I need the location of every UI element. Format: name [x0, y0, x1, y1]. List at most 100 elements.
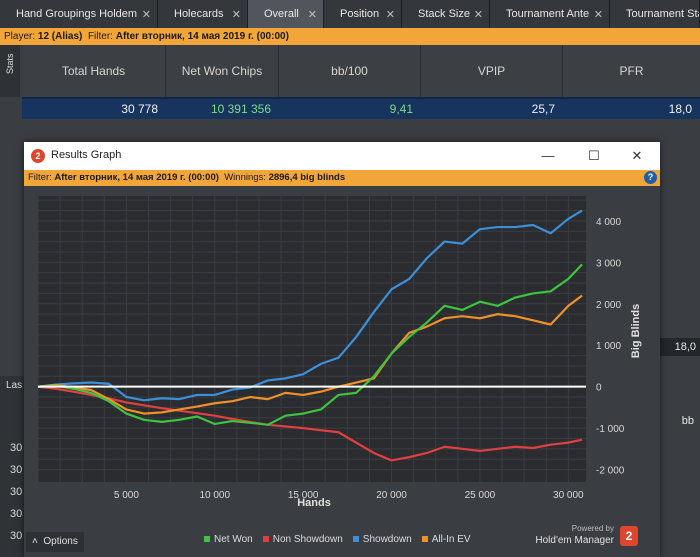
y-tick-label: -2 000	[596, 466, 625, 477]
player-value: 12 (Alias)	[37, 31, 83, 42]
options-button[interactable]: ˄ Options	[26, 532, 84, 552]
close-icon[interactable]: ✕	[385, 8, 395, 21]
player-label: Player:	[4, 31, 36, 42]
legend-item-non-showdown[interactable]: Non Showdown	[262, 534, 343, 545]
player-filter-bar: Player: 12 (Alias) Filter: After вторник…	[0, 28, 700, 45]
dialog-title: Results Graph	[51, 149, 122, 161]
x-tick-label: 5 000	[114, 490, 139, 501]
winnings-label: Winnings:	[224, 172, 266, 183]
header-pfr[interactable]: PFR	[619, 64, 644, 78]
stats-data-row[interactable]: 30 778 10 391 356 9,41 25,7 18,0	[22, 97, 700, 119]
filter-value: After вторник, 14 мая 2019 г. (00:00)	[115, 31, 289, 42]
y-axis-label: Big Blinds	[630, 304, 642, 358]
x-ticks: 5 000 10 000 15 000 20 000 25 000 30 000	[114, 490, 584, 501]
legend-item-showdown[interactable]: Showdown	[352, 534, 412, 545]
background-value: 18,0	[660, 338, 700, 356]
background-left-label: Las	[6, 380, 23, 391]
close-icon[interactable]: ✕	[141, 8, 151, 21]
chart-legend: Net Won Non Showdown Showdown All-In EV	[204, 534, 471, 545]
x-tick-label: 10 000	[199, 490, 230, 501]
series-line-non-showdown	[37, 385, 583, 462]
legend-label: Showdown	[362, 534, 412, 545]
plot-area	[38, 196, 586, 482]
tab-label: Holecards	[174, 8, 224, 20]
tab-position[interactable]: Position ✕	[324, 0, 402, 28]
x-tick-label: 30 000	[553, 490, 584, 501]
tab-label: Tournament Stack	[626, 8, 699, 20]
x-axis-label: Hands	[297, 497, 331, 509]
stats-side-label: Stats	[5, 53, 15, 74]
x-tick-label: 25 000	[465, 490, 496, 501]
close-icon[interactable]: ✕	[307, 8, 317, 21]
y-tick-label: 4 000	[596, 217, 621, 228]
y-tick-label: -1 000	[596, 424, 625, 435]
close-icon[interactable]: ✕	[231, 8, 241, 21]
background-row-number: 30	[10, 508, 23, 520]
close-icon[interactable]: ✕	[473, 8, 483, 21]
tab-bar: Hand Groupings Holdem ✕ Holecards ✕ Overal…	[0, 0, 700, 29]
options-label: Options	[43, 536, 78, 547]
dialog-titlebar[interactable]: 2 Results Graph — ☐ ✕	[24, 142, 660, 170]
results-graph-dialog: 2 Results Graph — ☐ ✕ Filter: After втор…	[24, 142, 660, 557]
tab-hand-groupings[interactable]: Hand Groupings Holdem ✕	[0, 0, 158, 28]
series-line-net-won	[37, 263, 583, 426]
y-ticks: 4 000 3 000 2 000 1 000 0 -1 000 -2 000	[596, 217, 625, 477]
legend-label: Non Showdown	[272, 534, 343, 545]
tab-label: Position	[340, 8, 380, 20]
background-row-number: 30	[10, 442, 23, 454]
value-net-won-chips: 10 391 356	[210, 102, 271, 116]
legend-item-net-won[interactable]: Net Won	[204, 534, 253, 545]
background-row-number: 30	[10, 486, 23, 498]
series-line-showdown	[37, 209, 583, 402]
tab-label: Hand Groupings Holdem	[16, 8, 138, 20]
tab-stack-size[interactable]: Stack Size ✕	[402, 0, 490, 28]
value-total-hands: 30 778	[121, 102, 158, 116]
y-tick-label: 0	[596, 383, 602, 394]
value-bb100: 9,41	[389, 102, 413, 116]
powered-by-label: Powered by	[571, 524, 614, 533]
background-left-panel: Las 30 30 30 30 30	[0, 376, 24, 557]
minimize-icon[interactable]: —	[541, 148, 555, 163]
legend-label: Net Won	[214, 534, 253, 545]
tab-tournament-stack[interactable]: Tournament Stack	[610, 0, 700, 28]
tab-label: Overall	[264, 8, 299, 20]
filter-label: Filter:	[87, 31, 113, 42]
x-tick-label: 20 000	[376, 490, 407, 501]
header-total-hands[interactable]: Total Hands	[22, 45, 166, 97]
series-group	[37, 209, 583, 462]
stats-side-tab[interactable]	[0, 45, 20, 97]
stats-header-row: Total Hands Net Won Chips bb/100 VPIP PF…	[22, 45, 700, 97]
series-line-all-in-ev	[37, 294, 583, 415]
brand-name: Hold'em Manager	[535, 535, 614, 546]
y-tick-label: 1 000	[596, 341, 621, 352]
results-chart: 5 000 10 000 15 000 20 000 25 000 30 000 4 00…	[37, 196, 642, 509]
tab-tournament-ante[interactable]: Tournament Ante ✕	[490, 0, 610, 28]
y-tick-label: 2 000	[596, 300, 621, 311]
legend-item-all-in-ev[interactable]: All-In EV	[421, 534, 471, 545]
tab-label: Stack Size	[418, 8, 470, 20]
header-vpip[interactable]: VPIP	[421, 45, 563, 97]
background-row-number: 30	[10, 464, 23, 476]
tab-label: Tournament Ante	[506, 8, 590, 20]
value-pfr: 18,0	[668, 102, 692, 116]
brand-logo-icon: 2	[620, 526, 638, 546]
tab-holecards[interactable]: Holecards ✕	[158, 0, 248, 28]
header-bb100[interactable]: bb/100	[279, 45, 421, 97]
value-vpip: 25,7	[531, 102, 555, 116]
close-icon[interactable]: ✕	[593, 8, 603, 21]
filter-value: After вторник, 14 мая 2019 г. (00:00)	[54, 172, 219, 183]
help-icon[interactable]: ?	[644, 171, 657, 184]
y-tick-label: 3 000	[596, 258, 621, 269]
legend-label: All-In EV	[431, 534, 471, 545]
background-row-number: 30	[10, 530, 23, 542]
filter-label: Filter:	[28, 172, 52, 183]
grid	[37, 196, 586, 482]
app-logo-icon: 2	[31, 149, 45, 163]
background-bb-label: bb	[660, 408, 700, 434]
x-tick-label: 15 000	[288, 490, 319, 501]
maximize-icon[interactable]: ☐	[588, 148, 600, 163]
winnings-value: 2896,4 big blinds	[268, 172, 346, 183]
header-net-won-chips[interactable]: Net Won Chips	[166, 45, 279, 97]
tab-overall[interactable]: Overall ✕	[248, 0, 324, 28]
close-icon[interactable]: ✕	[631, 148, 643, 163]
